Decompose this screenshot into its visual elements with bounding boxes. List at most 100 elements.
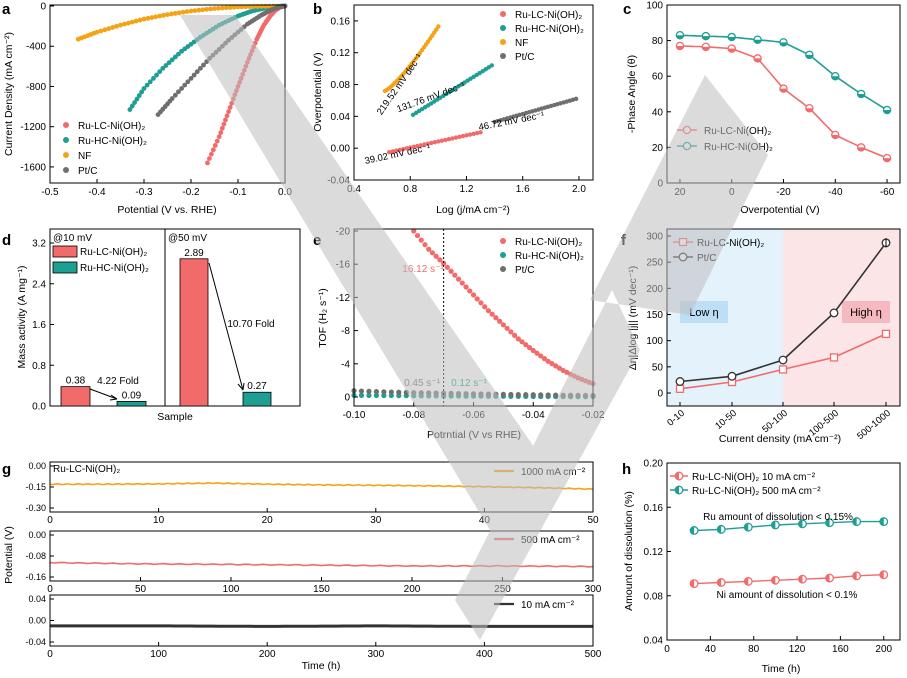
data-point-a [182, 82, 188, 88]
h-y-tick-label: 0.12 [644, 547, 664, 558]
x-axis-label-g: Time (h) [302, 660, 341, 672]
a-x-tick-label: -0.1 [229, 187, 247, 198]
data-point-a [169, 57, 175, 63]
g-x-tick-label: 150 [313, 584, 330, 595]
data-point-e [553, 392, 559, 398]
data-point-e [538, 392, 544, 398]
g-x-tick-label: 100 [150, 649, 167, 660]
legend-label-d: Ru-HC-Ni(OH)₂ [80, 263, 149, 274]
data-point-b [401, 146, 406, 152]
data-point-e [530, 392, 536, 398]
data-point-a [106, 26, 112, 32]
data-point-a [208, 151, 214, 157]
y-axis-label-a: Current Density (mA cm⁻²) [3, 32, 15, 156]
data-point-a [147, 79, 153, 85]
data-point-a [137, 17, 143, 23]
y-axis-label-b: Overpotential (V) [312, 52, 324, 131]
e-x-tick-label: -0.08 [402, 410, 425, 421]
data-point-fill-c [728, 37, 736, 41]
data-point-fill-h [744, 523, 749, 531]
f-y-tick-label: 0 [657, 389, 663, 400]
g-x-tick-label: 0 [47, 649, 53, 660]
legend-label-a: Ru-HC-Ni(OH)₂ [78, 136, 147, 147]
data-point-a [223, 117, 228, 123]
g-x-tick-label: 0 [47, 584, 53, 595]
legend-label-g: 500 mA cm⁻² [521, 535, 580, 546]
data-point-fill-c [857, 94, 865, 98]
data-point-a [201, 62, 206, 68]
g-y-tick-label: -0.16 [25, 572, 46, 582]
a-y-tick-label: -1200 [20, 122, 46, 133]
x-axis-label-c: Overpotential (V) [740, 204, 819, 216]
c-y-tick-label: 60 [652, 72, 664, 83]
data-point-a [110, 25, 116, 30]
legend-marker-e [500, 266, 506, 272]
data-point-a [169, 11, 174, 17]
data-point-a [204, 6, 210, 12]
group-label-10: @10 mV [53, 233, 92, 244]
panel-label: a [2, 1, 11, 18]
g-x-tick-label: 0 [47, 515, 53, 526]
data-point-b [478, 130, 483, 135]
g-x-tick-label: 300 [367, 649, 384, 660]
data-point-e [470, 292, 477, 298]
data-point-f [675, 377, 685, 386]
tafel-slope-label: 39.02 mV dec⁻¹ [364, 142, 432, 167]
x-axis-label-b: Log (j/mA cm⁻²) [436, 204, 510, 216]
b-y-tick-label: 0.04 [331, 112, 351, 123]
g-x-tick-label: 20 [262, 515, 274, 526]
data-point-a [165, 12, 170, 17]
data-point-e [553, 363, 559, 369]
region-label-high: High η [850, 307, 882, 319]
data-point-a [149, 15, 155, 20]
data-point-a [192, 8, 198, 14]
data-point-e [485, 308, 492, 314]
data-point-fill-h [852, 517, 857, 526]
data-point-fill-c [702, 36, 710, 40]
y-axis-label-e: TOF (H₂ s⁻¹) [317, 288, 329, 348]
data-point-e [489, 311, 495, 317]
data-point-b [436, 24, 441, 29]
g-y-tick-label: 0.00 [28, 461, 46, 471]
data-point-fill-c [728, 48, 736, 53]
data-point-a [136, 93, 142, 98]
data-point-e [411, 228, 417, 234]
g-x-tick-label: 500 [585, 649, 602, 660]
data-point-a [210, 147, 216, 153]
data-point-e [523, 392, 529, 398]
bar-value-label: 0.38 [66, 376, 86, 387]
data-point-a [239, 4, 245, 10]
data-point-a [176, 51, 181, 57]
data-point-b [450, 136, 455, 141]
plot-frame-g [49, 594, 594, 647]
c-y-tick-label: 20 [652, 143, 664, 154]
data-point-a [129, 19, 135, 25]
data-point-b [471, 131, 476, 137]
data-point-f [778, 355, 788, 365]
h-y-tick-label: 0.08 [644, 591, 664, 602]
data-point-a [235, 4, 241, 10]
legend-marker-e [500, 252, 506, 258]
data-point-e [526, 345, 533, 351]
legend-label-b: NF [515, 38, 528, 49]
data-point-e [366, 388, 372, 394]
data-point-e [511, 332, 518, 338]
legend-marker-b [500, 25, 506, 31]
data-point-a [144, 82, 150, 88]
data-point-a [180, 9, 186, 15]
data-point-e [549, 360, 555, 367]
data-point-f [829, 308, 839, 318]
h-x-tick-label: 80 [748, 644, 760, 655]
bar-value-label: 0.27 [247, 381, 267, 392]
e-x-tick-label: -0.04 [522, 410, 545, 421]
data-point-e [478, 300, 484, 306]
b-y-tick-label: 0.12 [331, 48, 351, 59]
data-point-b [429, 140, 434, 146]
data-point-fill-h [717, 525, 722, 534]
data-point-e [508, 391, 514, 398]
legend-marker-a [63, 137, 69, 143]
data-point-e [482, 304, 488, 310]
legend-label-e: Ru-HC-Ni(OH)₂ [515, 251, 584, 262]
data-point-fill-h [852, 572, 857, 580]
b-x-tick-label: 1.6 [516, 184, 530, 195]
